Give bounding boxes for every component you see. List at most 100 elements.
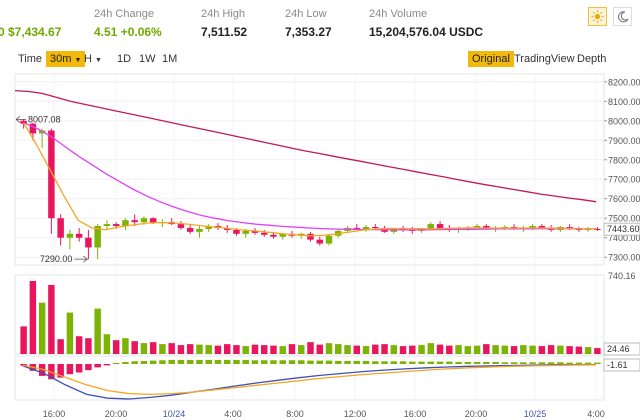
macd-histogram-bar (529, 362, 536, 364)
macd-histogram-bar (159, 360, 166, 364)
time-tick-label: 20:00 (105, 409, 128, 419)
volume-bar (390, 345, 398, 354)
volume-bar (473, 345, 481, 354)
price-tick-label: 7400.00 (608, 233, 640, 243)
volume-label: 24h Volume (369, 8, 428, 20)
low-value: 7,353.27 (285, 25, 332, 39)
volume-bar (75, 336, 83, 354)
volume-bar (483, 344, 490, 354)
time-tick-label: 10/25 (524, 409, 547, 419)
candle-body (270, 234, 277, 237)
volume-bar (242, 346, 249, 354)
candle-body (131, 220, 138, 223)
interval-hour-dropdown[interactable]: H ▼ (80, 51, 106, 67)
volume-bar (325, 343, 333, 354)
candle-body (316, 239, 323, 244)
volume-bar (566, 346, 573, 354)
time-tick-label: 12:00 (344, 409, 367, 419)
macd-histogram-bar (344, 360, 351, 364)
candle-body (94, 226, 101, 248)
candlestick-chart[interactable]: 8200.00 8100.00 8000.00 7900.00 7800.00 7700.… (0, 70, 640, 420)
macd-histogram-bar (38, 364, 46, 376)
volume-bar (307, 342, 314, 354)
chart-grid (14, 73, 605, 401)
price-tick-label: 8000.00 (608, 116, 640, 126)
candle-body (20, 120, 27, 124)
low-marker-label: 7290.00 (40, 254, 73, 264)
volume-bar (436, 344, 444, 354)
macd-histogram-bar (473, 361, 481, 364)
candle-body (501, 226, 509, 228)
macd-histogram-bar (362, 360, 370, 364)
last-price-stat: 0 $7,434.67 (0, 8, 61, 40)
candle-body (353, 227, 361, 229)
candle-body (251, 230, 259, 233)
macd-histogram-bar (510, 362, 518, 364)
price-tick-label: 7800.00 (608, 155, 640, 165)
interval-30m-dropdown[interactable]: 30m ▼ (46, 51, 86, 67)
candle-body (372, 226, 379, 228)
volume-bar (223, 344, 231, 354)
macd-histogram-bar (409, 361, 416, 364)
time-tick-label: 4:00 (587, 409, 605, 419)
macd-histogram-bar (446, 361, 453, 364)
view-tradingview-tab[interactable]: TradingView (514, 53, 575, 65)
candle-body (186, 227, 194, 232)
macd-histogram-bar (335, 360, 342, 364)
candle-body (75, 233, 83, 238)
volume-bar (381, 344, 388, 354)
macd-histogram-bar (94, 364, 101, 368)
candle-body (538, 226, 546, 228)
volume-bar (251, 344, 259, 354)
high-label: 24h High (201, 8, 246, 20)
macd-histogram-bar (464, 361, 472, 364)
macd-histogram-bar (66, 364, 74, 375)
macd-signal-line (22, 364, 597, 396)
volume-bar (362, 346, 370, 354)
volume-bar (298, 345, 305, 354)
time-tick-label: 8:00 (286, 409, 304, 419)
view-original-tab[interactable]: Original (468, 51, 514, 67)
candle-body (112, 224, 120, 227)
volume-max-label: 740.16 (608, 271, 636, 281)
sun-icon (591, 10, 604, 23)
candle-body (260, 232, 268, 235)
volume-bar (427, 343, 435, 354)
macd-histogram-bar (501, 362, 509, 364)
interval-1m-button[interactable]: 1M (162, 53, 178, 65)
light-theme-button[interactable] (588, 7, 607, 26)
arrow-right-icon (83, 255, 88, 263)
macd-histogram-bar (483, 361, 490, 364)
candle-body (85, 237, 92, 248)
macd-histogram-bar (427, 361, 435, 364)
volume-bar (131, 341, 138, 354)
view-depth-tab[interactable]: Depth (577, 53, 607, 65)
dark-theme-button[interactable] (613, 7, 632, 26)
volume-last-tag-box (603, 342, 640, 356)
price-tick-label: 7700.00 (608, 175, 640, 185)
volume-bar (344, 345, 351, 354)
time-button[interactable]: Time (18, 53, 43, 65)
time-tick-label: 4:00 (224, 409, 242, 419)
macd-histogram-bar (307, 360, 314, 364)
candle-body (177, 224, 185, 228)
high-marker-label: 8007.08 (28, 114, 61, 124)
macd-histogram-bar (131, 361, 138, 364)
time-tick-label: 16:00 (43, 409, 66, 419)
arrow-left-icon (15, 116, 21, 123)
dropdown-caret-icon: ▼ (74, 57, 82, 64)
volume-bar (335, 344, 342, 354)
macd-histogram-bar (288, 360, 296, 364)
time-tick-label: 16:00 (404, 409, 427, 419)
candle-body (242, 230, 249, 234)
interval-1w-button[interactable]: 1W (139, 53, 156, 65)
interval-1d-button[interactable]: 1D (117, 53, 132, 65)
candle-body (436, 224, 444, 228)
volume-bars (20, 280, 601, 354)
candle-body (594, 228, 601, 230)
macd-histogram-bar (557, 362, 564, 364)
volume-bar (270, 345, 277, 354)
macd-histogram-bar (390, 361, 398, 364)
volume-bar (418, 345, 425, 354)
low-stat: 24h Low 7,353.27 (285, 8, 332, 40)
